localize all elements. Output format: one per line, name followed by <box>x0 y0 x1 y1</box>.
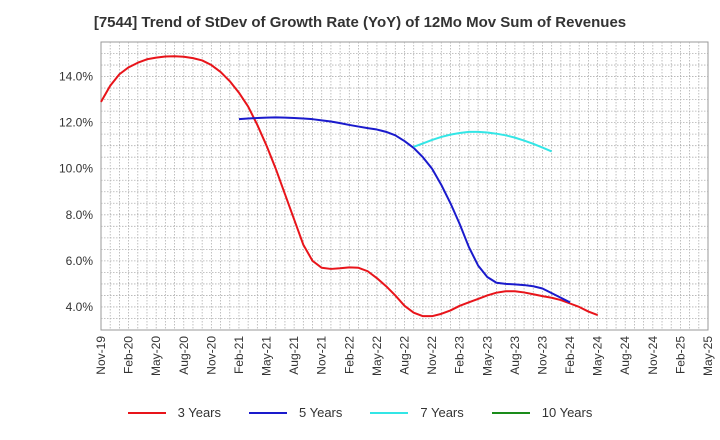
y-tick-label: 10.0% <box>59 162 93 176</box>
y-tick-label: 12.0% <box>59 116 93 130</box>
legend-item-5-years: 5 Years <box>249 405 342 420</box>
legend-swatch <box>249 411 287 414</box>
series-line-5-years <box>238 116 571 304</box>
x-tick-label: May-23 <box>480 336 494 376</box>
x-tick-label: Feb-21 <box>232 336 246 374</box>
y-tick-label: 8.0% <box>66 208 94 222</box>
series-lines <box>100 55 598 318</box>
x-tick-label: Aug-23 <box>508 336 522 375</box>
x-tick-label: Nov-23 <box>535 336 549 375</box>
legend-swatch <box>127 411 166 414</box>
legend-label: 10 Years <box>541 405 593 420</box>
legend-label: 7 Years <box>420 405 464 420</box>
legend-item-3-years: 3 Years <box>127 405 221 420</box>
legend-label: 3 Years <box>177 405 221 420</box>
x-tick-label: Nov-22 <box>425 336 439 375</box>
x-tick-label: May-22 <box>370 336 384 376</box>
x-tick-label: Aug-21 <box>287 336 301 375</box>
legend-swatch <box>491 411 530 414</box>
legend: 3 Years 5 Years 7 Years 10 Years <box>0 405 720 420</box>
y-tick-label: 6.0% <box>66 254 94 268</box>
x-tick-label: May-24 <box>591 336 605 376</box>
series-line-7-years <box>413 130 553 153</box>
x-tick-label: Feb-22 <box>342 336 356 374</box>
x-tick-label: Nov-24 <box>646 336 660 375</box>
legend-item-7-years: 7 Years <box>370 405 464 420</box>
x-tick-label: May-25 <box>701 336 715 376</box>
x-tick-label: Nov-19 <box>94 336 108 375</box>
x-axis: Nov-19 Feb-20 May-20 Aug-20 Nov-20 Feb-21 May-… <box>94 336 715 376</box>
x-tick-label: Aug-24 <box>618 336 632 375</box>
y-tick-label: 14.0% <box>59 70 93 84</box>
y-axis: 4.0% 6.0% 8.0% 10.0% 12.0% 14.0% <box>59 70 93 314</box>
x-tick-label: May-20 <box>149 336 163 376</box>
x-tick-label: May-21 <box>260 336 274 376</box>
y-tick-label: 4.0% <box>66 300 94 314</box>
x-tick-label: Aug-22 <box>398 336 412 375</box>
x-tick-label: Nov-20 <box>204 336 218 375</box>
x-tick-label: Feb-24 <box>563 336 577 374</box>
grid-lines <box>101 42 708 330</box>
x-tick-label: Aug-20 <box>177 336 191 375</box>
series-line-3-years <box>100 55 598 318</box>
legend-swatch <box>370 411 409 414</box>
x-tick-label: Nov-21 <box>315 336 329 375</box>
chart-title: [7544] Trend of StDev of Growth Rate (Yo… <box>93 14 627 31</box>
x-tick-label: Feb-25 <box>673 336 687 374</box>
legend-label: 5 Years <box>299 405 343 420</box>
x-tick-label: Feb-20 <box>122 336 136 374</box>
x-tick-label: Feb-23 <box>453 336 467 374</box>
legend-item-10-years: 10 Years <box>491 405 593 420</box>
